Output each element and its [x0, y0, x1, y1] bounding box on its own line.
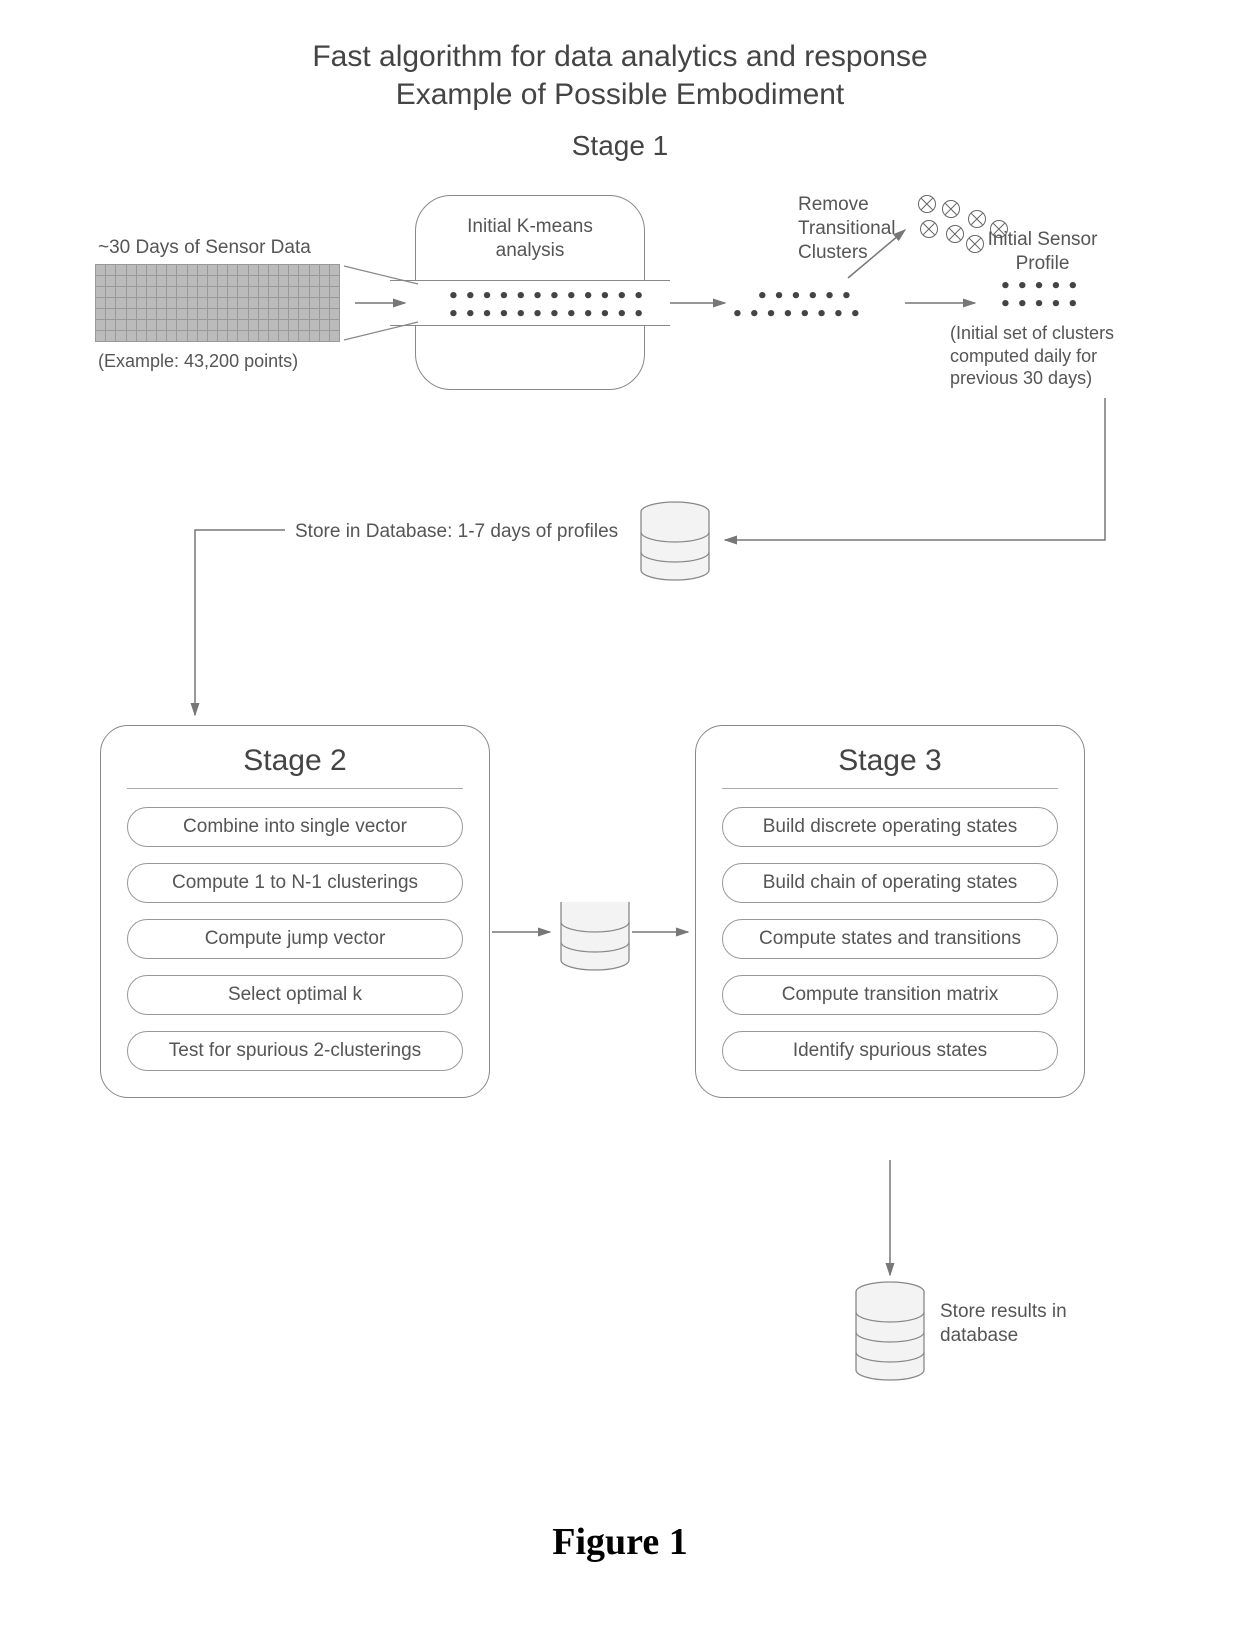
- stage3-item: Build chain of operating states: [722, 863, 1058, 903]
- stage3-title: Stage 3: [722, 744, 1058, 789]
- profile-dots-row2: •••••: [1000, 298, 1084, 312]
- stage3-box: Stage 3 Build discrete operating states B…: [695, 725, 1085, 1098]
- stage2-box: Stage 2 Combine into single vector Comput…: [100, 725, 490, 1098]
- stage2-item: Compute jump vector: [127, 919, 463, 959]
- figure-caption: Figure 1: [0, 1520, 1240, 1564]
- transitional-cluster-icon: [968, 210, 986, 228]
- filtered-dots-row2: ••••••••: [732, 308, 867, 322]
- transitional-cluster-icon: [920, 220, 938, 238]
- remove-clusters-label: Remove Transitional Clusters: [798, 193, 918, 264]
- initial-profile-label: Initial Sensor Profile: [960, 228, 1125, 276]
- sensor-example-label: (Example: 43,200 points): [98, 350, 298, 373]
- stage2-item: Test for spurious 2-clusterings: [127, 1031, 463, 1071]
- kmeans-label: Initial K-means analysis: [440, 215, 620, 263]
- transitional-cluster-icon: [942, 200, 960, 218]
- kmeans-dots-row2: ••••••••••••: [448, 308, 650, 322]
- kmeans-dots-row1: ••••••••••••: [448, 290, 650, 304]
- stage2-item: Compute 1 to N-1 clusterings: [127, 863, 463, 903]
- stage2-title: Stage 2: [127, 744, 463, 789]
- store-db-label: Store in Database: 1-7 days of profiles: [295, 520, 618, 544]
- stage3-item: Compute transition matrix: [722, 975, 1058, 1015]
- stage1-label: Stage 1: [0, 130, 1240, 162]
- transitional-cluster-icon: [918, 195, 936, 213]
- profile-note: (Initial set of clusters computed daily …: [950, 322, 1150, 390]
- filtered-dots-row1: ••••••: [740, 290, 858, 304]
- page-title-line2: Example of Possible Embodiment: [0, 78, 1240, 112]
- stage3-item: Build discrete operating states: [722, 807, 1058, 847]
- sensor-data-grid: [95, 264, 340, 342]
- stage2-item: Combine into single vector: [127, 807, 463, 847]
- database-icon: [561, 902, 629, 970]
- database-icon: [856, 1282, 924, 1380]
- profile-dots-row1: •••••: [1000, 280, 1084, 294]
- stage3-item: Identify spurious states: [722, 1031, 1058, 1071]
- store-results-label: Store results in database: [940, 1300, 1090, 1348]
- page-title-line1: Fast algorithm for data analytics and re…: [0, 40, 1240, 74]
- stage3-item: Compute states and transitions: [722, 919, 1058, 959]
- sensor-data-label: ~30 Days of Sensor Data: [98, 236, 311, 260]
- stage2-item: Select optimal k: [127, 975, 463, 1015]
- database-icon: [641, 502, 709, 580]
